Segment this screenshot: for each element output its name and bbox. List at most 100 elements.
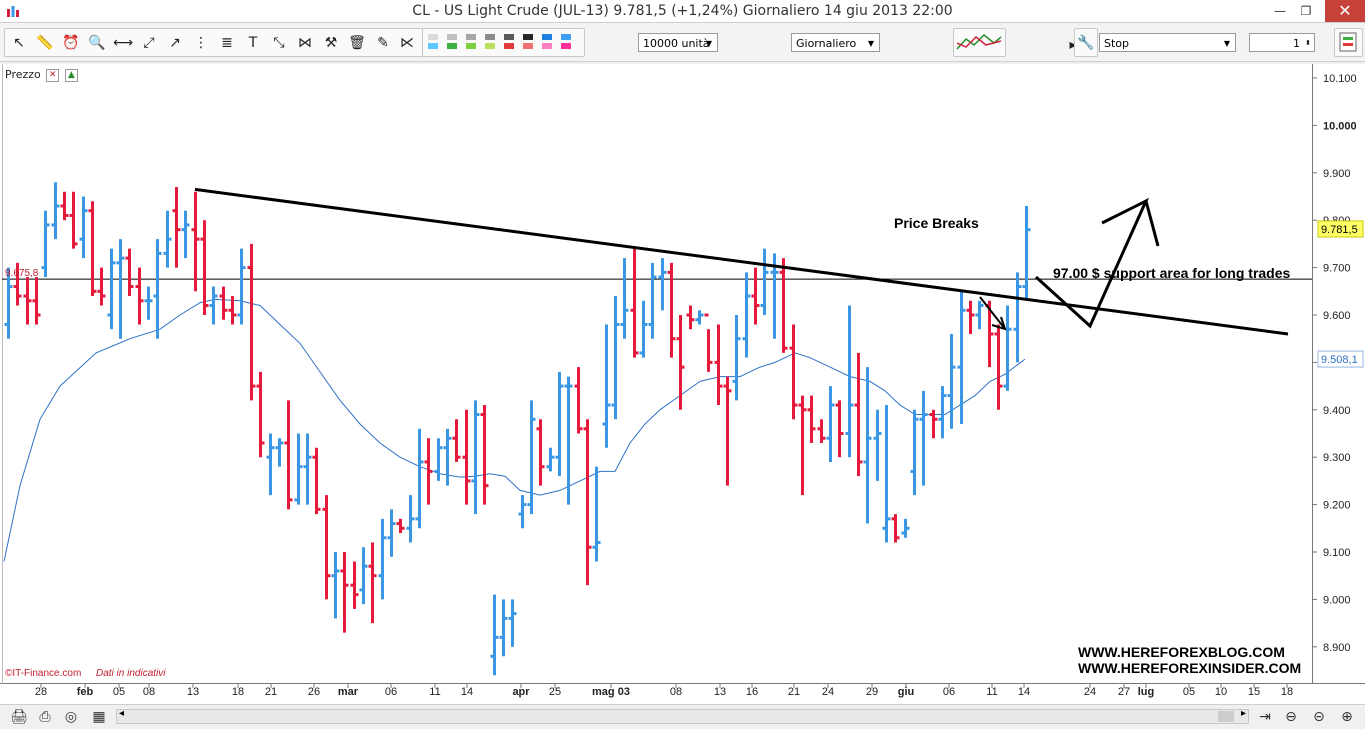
x-tick-label: 21 xyxy=(265,686,277,698)
x-tick-label: 29 xyxy=(866,686,878,698)
copyright-text: ©IT-Finance.com xyxy=(5,668,81,679)
ohlc-bar xyxy=(807,395,816,443)
ohlc-bar xyxy=(845,305,854,458)
pitchfork-icon[interactable]: ⋈ xyxy=(298,35,312,51)
price-chart[interactable]: 10.10010.0009.9009.8009.7009.6009.5009.4… xyxy=(0,64,1365,706)
zoom-out-full-icon[interactable]: ⊖ xyxy=(1285,709,1297,725)
tools-icon[interactable]: ⚒ xyxy=(324,35,338,51)
print-icon[interactable]: 🖨 xyxy=(10,709,28,725)
ohlc-bar xyxy=(555,371,564,477)
zoom-icon[interactable]: 🔍 xyxy=(88,35,106,51)
ohlc-bar xyxy=(770,253,779,339)
color-swatch[interactable] xyxy=(504,34,514,40)
color-swatch[interactable] xyxy=(466,43,476,49)
ohlc-bar xyxy=(611,296,620,420)
ohlc-bar xyxy=(592,466,601,562)
chart-style-icon xyxy=(956,33,1002,50)
scroll-right-icon[interactable]: ▸ xyxy=(1240,708,1246,719)
color-swatch[interactable] xyxy=(542,34,552,40)
color-swatch[interactable] xyxy=(466,34,476,40)
y-tick-label: 9.000 xyxy=(1323,594,1351,606)
alarm-icon[interactable]: ⏰ xyxy=(62,35,80,51)
ohlc-bar xyxy=(602,324,611,448)
horizontal-scrollbar[interactable]: ◂ ▸ xyxy=(116,708,1249,724)
ohlc-bar xyxy=(60,191,69,221)
chart-style-button[interactable] xyxy=(953,28,1006,57)
ohlc-bar xyxy=(620,258,629,339)
ohlc-bar xyxy=(209,286,218,325)
minimize-button[interactable]: — xyxy=(1274,4,1286,18)
scrollbar-thumb[interactable] xyxy=(1218,711,1234,722)
ohlc-bar xyxy=(135,267,144,325)
close-button[interactable]: ✕ xyxy=(1325,0,1365,22)
ray-icon[interactable]: ↗ xyxy=(169,35,181,51)
color-swatch[interactable] xyxy=(561,43,571,49)
grid-icon[interactable]: ▦ xyxy=(92,709,106,725)
indicator-settings-icon[interactable]: ▲ xyxy=(64,68,78,82)
color-swatch[interactable] xyxy=(485,43,495,49)
color-swatch[interactable] xyxy=(504,43,514,49)
x-tick-label: 25 xyxy=(549,686,561,698)
wrench-button[interactable]: 🔧 xyxy=(1074,28,1098,57)
x-tick-label: 14 xyxy=(1018,686,1030,698)
ruler-icon[interactable]: 📏 xyxy=(36,35,54,51)
ohlc-bar xyxy=(630,248,639,358)
ohlc-bar xyxy=(125,248,134,297)
jump-end-icon[interactable]: ⇥ xyxy=(1259,709,1271,725)
trendline-group xyxy=(194,187,1289,336)
channel-icon[interactable]: ⤡ xyxy=(273,35,285,51)
color-swatch[interactable] xyxy=(485,34,495,40)
stepper-arrows-icon[interactable]: ⬍ xyxy=(1305,39,1311,47)
ohlc-bar xyxy=(1003,305,1012,391)
y-tick-label: 9.900 xyxy=(1323,168,1351,180)
ohlc-bar xyxy=(901,518,910,538)
text-tool-icon[interactable]: T xyxy=(248,35,258,51)
ohlc-bar xyxy=(247,243,256,401)
delete-icon[interactable]: 🗑 xyxy=(348,35,366,51)
quantity-select[interactable]: 10000 unità ▼ xyxy=(638,33,718,52)
fibonacci-icon[interactable]: ≣ xyxy=(221,35,233,51)
color-swatch[interactable] xyxy=(428,43,438,49)
expand-arrow-icon[interactable]: ▸ xyxy=(1069,37,1077,53)
scroll-left-icon[interactable]: ◂ xyxy=(119,708,125,719)
printer-settings-icon[interactable]: ⎙ xyxy=(39,709,51,725)
zoom-out-icon[interactable]: ⊝ xyxy=(1313,709,1325,725)
order-panel-icon xyxy=(1339,32,1357,52)
color-swatch[interactable] xyxy=(428,34,438,40)
period-select[interactable]: Giornaliero ▼ xyxy=(791,33,880,52)
color-swatch[interactable] xyxy=(523,43,533,49)
lots-stepper[interactable]: 1 ⬍ xyxy=(1249,33,1315,52)
color-swatch[interactable] xyxy=(447,43,457,49)
remove-indicator-icon[interactable]: ✕ xyxy=(46,68,60,82)
title-bar: CL - US Light Crude (JUL-13) 9.781,5 (+1… xyxy=(0,0,1365,23)
trendline-icon[interactable]: ⤢ xyxy=(143,35,155,51)
horizontal-line-icon[interactable]: ⟷ xyxy=(113,35,134,51)
zoom-in-icon[interactable]: ⊕ xyxy=(1341,709,1353,725)
drawing-tools-group: ↖ 📏 ⏰ 🔍 ⟷ ⤢ ↗ ⋮ ≣ T ⤡ ⋈ ⚒ 🗑 ✎ ⋉ xyxy=(4,28,423,57)
y-tick-label: 10.100 xyxy=(1323,73,1357,85)
ohlc-bar xyxy=(882,405,891,543)
x-tick-label: 27 xyxy=(1118,686,1130,698)
maximize-button[interactable]: ❐ xyxy=(1300,4,1312,18)
ohlc-bar xyxy=(415,428,424,529)
color-swatch[interactable] xyxy=(561,34,571,40)
snapshot-icon[interactable]: ◎ xyxy=(64,709,78,725)
y-tick-label: 9.300 xyxy=(1323,452,1351,464)
color-swatch[interactable] xyxy=(523,34,533,40)
ohlc-bar xyxy=(443,428,452,486)
toolbar: ↖ 📏 ⏰ 🔍 ⟷ ⤢ ↗ ⋮ ≣ T ⤡ ⋈ ⚒ 🗑 ✎ ⋉ 10000 un… xyxy=(0,23,1365,62)
pattern-icon[interactable]: ⋉ xyxy=(400,35,414,51)
ohlc-bar xyxy=(546,447,555,472)
color-swatch[interactable] xyxy=(542,43,552,49)
ohlc-bar xyxy=(779,258,788,353)
pen-icon[interactable]: ✎ xyxy=(377,35,389,51)
vertical-line-icon[interactable]: ⋮ xyxy=(194,35,208,51)
x-tick-label: 28 xyxy=(35,686,47,698)
order-type-select[interactable]: Stop ▼ xyxy=(1099,33,1236,52)
color-swatch[interactable] xyxy=(447,34,457,40)
x-tick-label: mag 03 xyxy=(592,686,630,698)
pointer-icon[interactable]: ↖ xyxy=(13,35,25,51)
order-panel-button[interactable] xyxy=(1334,28,1363,57)
window-title: CL - US Light Crude (JUL-13) 9.781,5 (+1… xyxy=(412,3,953,19)
x-tick-label: lug xyxy=(1138,686,1155,698)
